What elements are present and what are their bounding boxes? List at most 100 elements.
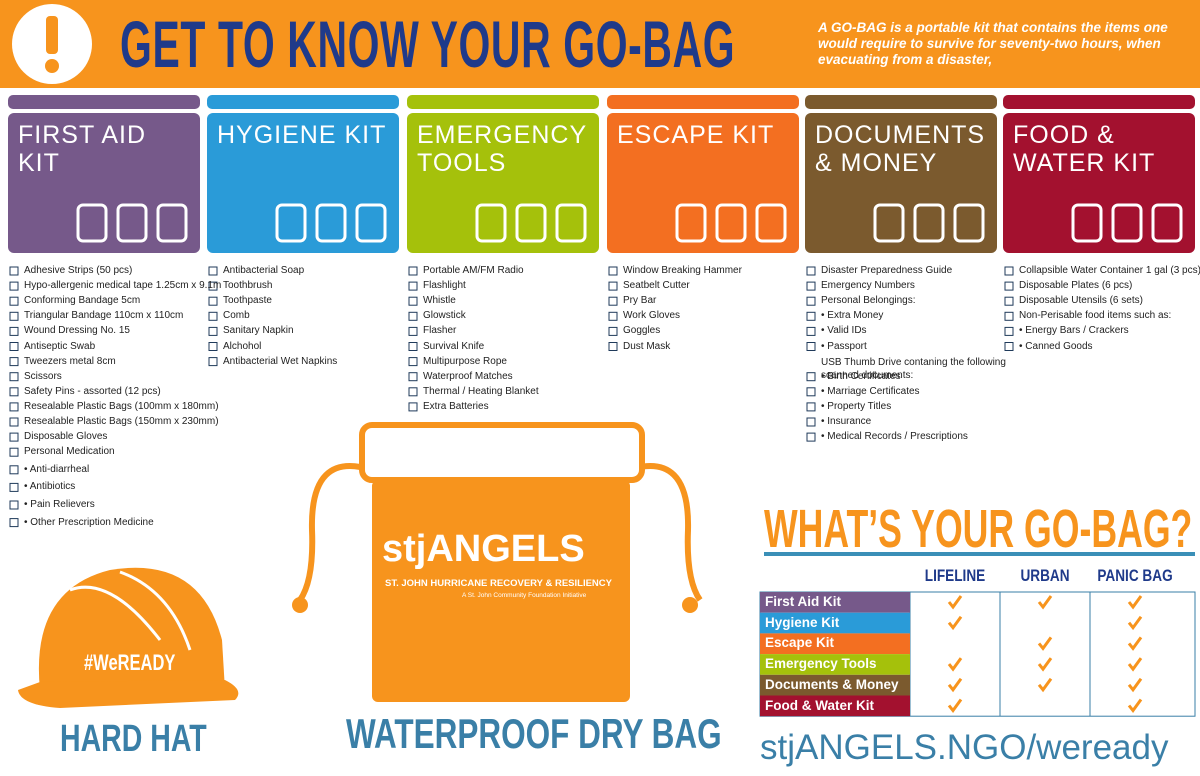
kit-icon [355,203,387,243]
row-label: Food & Water Kit [765,697,874,713]
kit-item: • Antibiotics [24,481,76,493]
check-mark [1037,657,1053,672]
kit-icon [555,203,587,243]
checkbox [408,266,418,276]
kit-item: Adhesive Strips (50 pcs) [24,265,133,276]
kit-item: Resealable Plastic Bags (100mm x 180mm) [24,400,219,412]
kit-item: Tweezers metal 8cm [24,355,116,367]
header-band [0,0,1200,88]
footer-url: stjANGELS.NGO/weready [760,728,1169,767]
kit-item: Dust Mask [623,340,671,352]
checkbox [9,357,19,367]
kit-tab [207,95,399,109]
dry-bag [292,422,703,702]
kit-item: Glowstick [423,310,466,322]
kit-item: Goggles [623,325,661,337]
checkbox [9,500,19,510]
column-header: URBAN [1020,566,1070,585]
checkbox [9,387,19,397]
kit-item: Emergency Numbers [821,280,915,292]
kit-item: Antibacterial Wet Napkins [223,355,338,367]
checkbox [408,296,418,306]
kit-tab [805,95,997,109]
checkbox [806,296,816,306]
kit-icon [715,203,747,243]
kit-item: Safety Pins - assorted (12 pcs) [24,385,161,397]
checkbox [1004,311,1014,321]
checkbox [408,357,418,367]
kit-item: Whistle [423,295,456,307]
bag-logo: stjANGELS [382,528,585,570]
kit-item: • Valid IDs [821,325,867,337]
checkbox [608,296,618,306]
checkbox [408,387,418,397]
kit-item: • Birth Certificates [821,370,901,382]
checkbox [408,342,418,351]
kit-title: ESCAPE KIT [617,121,775,149]
kit-icon [475,203,507,243]
check-mark [1127,595,1143,610]
kit-item: • Energy Bars / Crackers [1019,325,1129,337]
checkbox [208,266,218,276]
checkbox [9,266,19,276]
row-label-bg [760,674,910,696]
bag-label: WATERPROOF DRY BAG [346,710,722,757]
kit-tab [1003,95,1195,109]
kit-panel [607,113,799,253]
kit-item: Scissors [24,370,62,382]
kit-title: FOOD & WATER KIT [1013,121,1156,177]
kit-item: • Property Titles [821,400,892,412]
kit-title: HYGIENE KIT [217,121,387,149]
checkbox [806,402,816,412]
kit-icon [156,203,188,243]
kit-item: USB Thumb Drive contaning the following … [821,356,1006,381]
checkbox [608,266,618,276]
checkbox [9,326,19,336]
description: A GO-BAG is a portable kit that contains… [818,20,1168,67]
kit-item: • Extra Money [821,310,884,322]
hat-label: HARD HAT [60,718,207,760]
row-label: Documents & Money [765,676,899,692]
kit-item: Collapsible Water Container 1 gal (3 pcs… [1019,265,1200,276]
row-label-bg [760,633,910,655]
checkbox [9,432,19,442]
kit-icon [755,203,787,243]
checkbox [806,326,816,336]
checkbox [9,372,19,382]
kit-item: Thermal / Heating Blanket [423,385,539,397]
kit-item: Flashlight [423,280,466,292]
row-label-bg [760,612,910,634]
checkbox [608,281,618,291]
kit-item: • Passport [821,340,867,352]
row-label: First Aid Kit [765,594,841,609]
kit-icon [913,203,945,243]
checkbox [9,342,19,351]
checkbox [208,357,218,367]
kit-item: • Marriage Certificates [821,385,920,397]
kit-item: Comb [223,310,250,322]
kit-icon [1111,203,1143,243]
kit-icon [1071,203,1103,243]
title: GET TO KNOW YOUR GO-BAG [120,7,736,81]
kit-item: Personal Belongings: [821,295,916,307]
kit-item: Sanitary Napkin [223,325,294,337]
kit-item: • Pain Relievers [24,499,95,510]
kit-icon [116,203,148,243]
checkbox [806,432,816,442]
checkbox [9,518,19,528]
kit-panel [8,113,200,253]
checkbox [806,281,816,291]
checkbox [408,402,418,412]
kit-item: Flasher [423,325,457,337]
checkbox [1004,326,1014,336]
kit-tab [607,95,799,109]
checkbox [208,296,218,306]
kit-item: Disposable Plates (6 pcs) [1019,280,1133,292]
check-mark [1127,698,1143,713]
column-header: PANIC BAG [1097,566,1173,585]
kit-item: Toothpaste [223,295,272,307]
checkbox [806,266,816,276]
check-mark [1127,615,1143,631]
